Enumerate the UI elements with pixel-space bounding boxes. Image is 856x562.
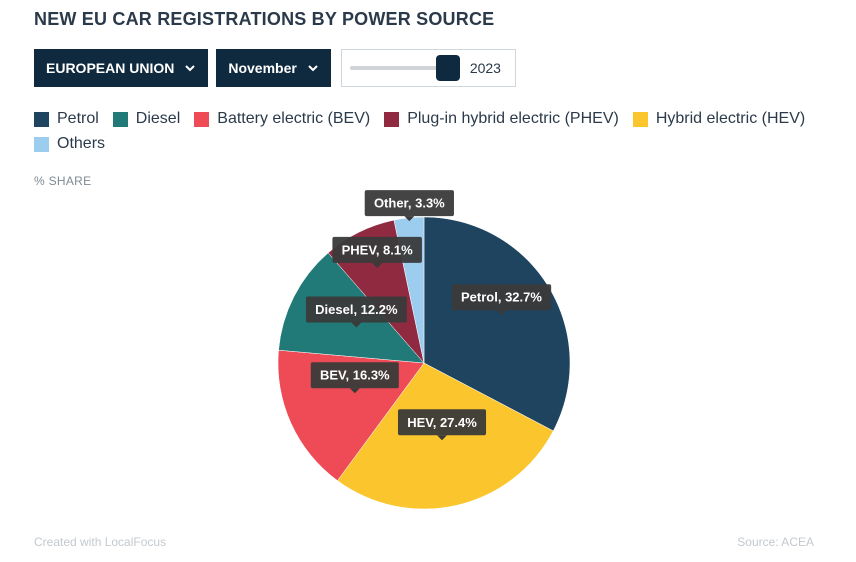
legend-label: Diesel	[135, 110, 181, 127]
year-slider-track[interactable]	[349, 55, 460, 81]
legend-item: Hybrid electric (HEV)	[632, 110, 806, 128]
controls-bar: EUROPEAN UNION November 2023	[34, 49, 516, 87]
data-label-text: PHEV, 8.1%	[342, 242, 414, 257]
legend-item: Battery electric (BEV)	[194, 110, 370, 128]
legend-swatch	[112, 111, 128, 127]
legend-label: Others	[57, 135, 106, 152]
legend-swatch	[34, 111, 49, 127]
source-text: Source: ACEA	[737, 535, 814, 549]
month-dropdown[interactable]: November	[216, 49, 331, 87]
data-label-box	[397, 409, 487, 436]
chart-legend: Petrol Diesel Battery electric (BEV) Plug-i…	[34, 110, 834, 153]
legend-swatch	[34, 136, 49, 152]
year-slider-value: 2023	[469, 60, 501, 76]
year-slider-handle[interactable]	[435, 55, 460, 81]
data-label-pointer	[437, 435, 448, 441]
data-label: PHEV, 8.1%	[332, 236, 422, 268]
data-label-text: Other, 3.3%	[374, 196, 445, 211]
region-dropdown[interactable]: EUROPEAN UNION	[34, 49, 209, 87]
data-label-text: Petrol, 32.7%	[461, 290, 542, 305]
data-label-box	[305, 296, 407, 323]
legend-swatch	[384, 111, 400, 127]
legend-swatch	[632, 111, 648, 127]
data-label-pointer	[351, 322, 362, 328]
region-dropdown-label: EUROPEAN UNION	[46, 60, 175, 76]
data-label-box	[451, 284, 552, 311]
legend-item: Diesel	[112, 110, 181, 128]
data-label-pointer	[349, 388, 360, 394]
data-label: Petrol, 32.7%	[451, 284, 552, 316]
pie-tooltips: Petrol, 32.7% HEV, 27.4% BEV, 16.3% Diesel,…	[305, 190, 552, 441]
month-dropdown-label: November	[228, 60, 297, 76]
data-label-pointer	[372, 262, 383, 268]
data-label: HEV, 27.4%	[397, 409, 487, 441]
data-label-box	[310, 362, 399, 389]
chart-title: NEW EU CAR REGISTRATIONS BY POWER SOURCE	[34, 9, 495, 29]
data-label-text: HEV, 27.4%	[407, 415, 477, 430]
credit-text: Created with LocalFocus	[34, 535, 167, 549]
legend-swatch	[194, 111, 210, 127]
unit-label: % SHARE	[34, 174, 92, 188]
legend-label: Battery electric (BEV)	[217, 110, 371, 127]
legend-label: Petrol	[57, 110, 99, 127]
year-slider: 2023	[340, 49, 516, 87]
data-label: Other, 3.3%	[364, 190, 454, 222]
chevron-down-icon	[185, 65, 196, 72]
chevron-down-icon	[308, 65, 318, 72]
legend-item: Others	[34, 135, 105, 153]
legend-item: Plug-in hybrid electric (PHEV)	[384, 110, 619, 128]
data-label: Diesel, 12.2%	[305, 296, 407, 328]
legend-label: Plug-in hybrid electric (PHEV)	[407, 110, 619, 127]
data-label-text: BEV, 16.3%	[320, 368, 390, 383]
legend-label: Hybrid electric (HEV)	[655, 110, 806, 127]
data-label-text: Diesel, 12.2%	[315, 302, 398, 317]
data-label-box	[332, 236, 422, 263]
legend-item: Petrol	[34, 110, 99, 128]
data-label-pointer	[404, 216, 415, 222]
data-label-box	[364, 190, 454, 217]
data-label-pointer	[496, 310, 507, 316]
data-label: BEV, 16.3%	[310, 362, 399, 394]
